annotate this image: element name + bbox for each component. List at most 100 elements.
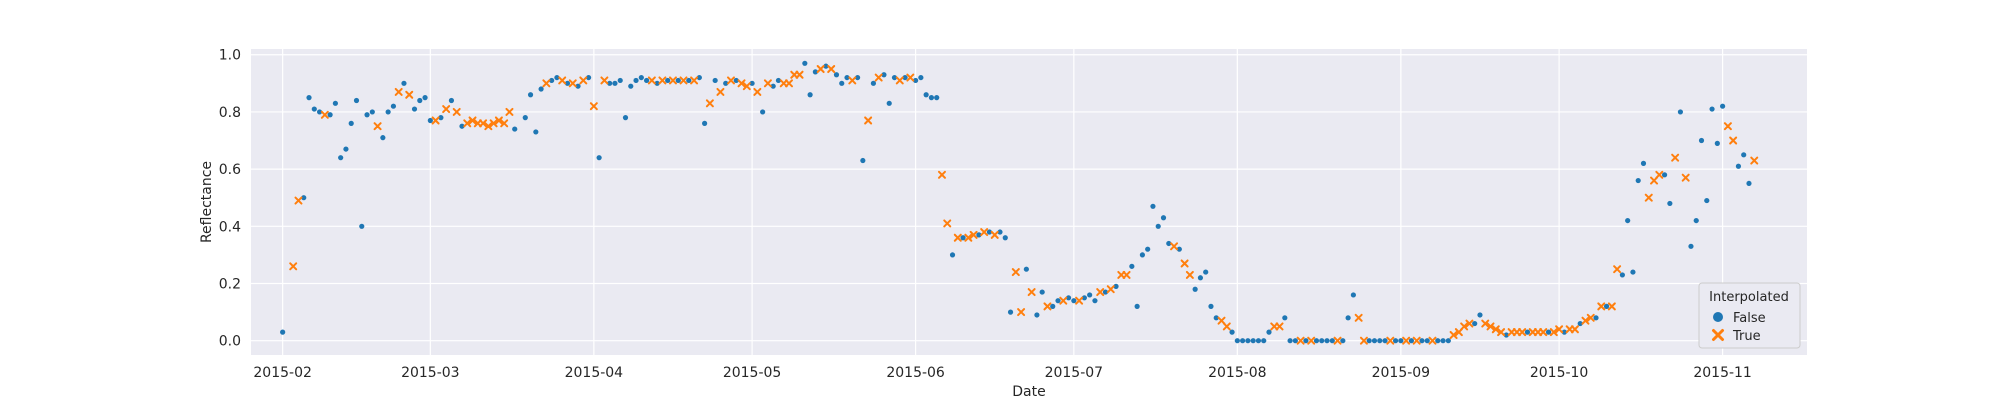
- y-tick-label: 0.8: [219, 105, 241, 121]
- data-point-false: [1735, 163, 1742, 169]
- data-point-true: [1644, 193, 1653, 202]
- legend-false-label: False: [1733, 311, 1766, 326]
- data-point-false: [401, 80, 407, 86]
- data-point-true: [906, 73, 915, 82]
- data-point-true: [1222, 322, 1231, 331]
- data-point-true: [1460, 322, 1469, 331]
- data-point-false: [1313, 338, 1320, 344]
- data-point-true: [1043, 302, 1052, 311]
- data-point-false: [311, 106, 317, 112]
- data-point-false: [1350, 292, 1356, 298]
- data-point-true: [848, 76, 857, 85]
- data-point-false: [1245, 338, 1251, 344]
- data-point-false: [960, 235, 966, 241]
- plot-background: [251, 49, 1807, 355]
- data-point-true: [1750, 156, 1759, 165]
- data-point-false: [448, 97, 455, 104]
- data-point-true: [1333, 336, 1342, 345]
- data-point-false: [554, 74, 560, 81]
- data-point-true: [937, 170, 946, 179]
- y-tick-label: 0.6: [219, 162, 241, 178]
- data-point-false: [1741, 152, 1747, 158]
- data-point-false: [654, 80, 660, 86]
- data-point-false: [607, 80, 613, 86]
- data-point-false: [912, 77, 919, 84]
- data-point-true: [1671, 153, 1680, 162]
- data-point-false: [1366, 338, 1372, 344]
- data-point-false: [1667, 200, 1673, 207]
- data-point-false: [1087, 292, 1093, 298]
- data-points: [280, 60, 1759, 345]
- data-point-false: [1155, 223, 1161, 229]
- data-point-true: [579, 76, 588, 85]
- data-point-false: [1002, 235, 1008, 241]
- data-point-false: [1677, 109, 1684, 115]
- data-point-false: [380, 135, 386, 141]
- data-point-false: [1134, 303, 1140, 309]
- data-point-false: [1408, 338, 1415, 344]
- data-point-false: [585, 74, 592, 81]
- data-point-true: [1359, 336, 1368, 345]
- data-point-true: [964, 233, 973, 242]
- data-point-false: [1382, 338, 1388, 344]
- x-tick-label: 2015-07: [1045, 365, 1104, 381]
- x-tick-label: 2015-03: [401, 365, 460, 381]
- data-point-false: [986, 229, 993, 235]
- data-point-true: [1586, 313, 1595, 322]
- data-point-false: [338, 155, 344, 161]
- data-point-true: [953, 233, 962, 242]
- data-point-true: [558, 76, 567, 85]
- data-point-true: [716, 87, 725, 96]
- data-point-true: [816, 65, 825, 74]
- data-point-true: [1549, 328, 1558, 337]
- data-point-false: [343, 146, 349, 152]
- data-point-false: [643, 77, 650, 84]
- data-point-true: [1681, 173, 1690, 182]
- legend-x-glyph: [1712, 329, 1724, 341]
- data-point-false: [1319, 338, 1325, 344]
- data-point-false: [617, 77, 623, 84]
- data-point-false: [1472, 320, 1478, 327]
- data-point-false: [723, 80, 729, 86]
- data-point-false: [427, 117, 433, 124]
- data-point-false: [1377, 338, 1383, 344]
- legend-true-marker: [1712, 329, 1724, 341]
- data-point-true: [1296, 336, 1305, 345]
- data-point-true: [463, 119, 472, 128]
- data-point-false: [1340, 338, 1346, 344]
- data-point-true: [1481, 319, 1490, 328]
- x-tick-labels: 2015-02 2015-03 2015-04 2015-05 2015-06 2015-…: [253, 365, 1751, 381]
- data-point-false: [1081, 295, 1087, 301]
- data-point-false: [596, 155, 602, 161]
- data-point-true: [1412, 336, 1421, 345]
- data-point-false: [1424, 338, 1430, 344]
- data-point-false: [881, 72, 887, 78]
- data-point-false: [522, 115, 528, 121]
- data-point-true: [785, 79, 794, 88]
- data-point-true: [795, 70, 804, 79]
- data-point-true: [647, 76, 656, 85]
- data-point-false: [1145, 246, 1151, 252]
- data-point-true: [874, 73, 883, 82]
- data-point-true: [589, 102, 598, 111]
- data-point-true: [505, 107, 514, 116]
- data-point-false: [1102, 289, 1109, 295]
- data-point-false: [348, 120, 354, 126]
- data-point-false: [1071, 298, 1077, 304]
- data-point-false: [1524, 329, 1531, 335]
- legend-title: Interpolated: [1709, 290, 1789, 305]
- data-point-true: [1449, 330, 1458, 339]
- data-point-false: [1234, 338, 1240, 344]
- data-point-false: [1693, 217, 1699, 224]
- x-tick-label: 2015-04: [565, 365, 624, 381]
- data-point-false: [775, 77, 782, 84]
- data-point-true: [990, 230, 999, 239]
- data-point-false: [417, 97, 423, 104]
- data-point-false: [1229, 329, 1235, 335]
- data-point-false: [1197, 275, 1204, 281]
- data-point-false: [422, 95, 428, 101]
- data-point-false: [1050, 303, 1056, 309]
- data-point-true: [969, 230, 978, 239]
- data-point-true: [373, 122, 382, 131]
